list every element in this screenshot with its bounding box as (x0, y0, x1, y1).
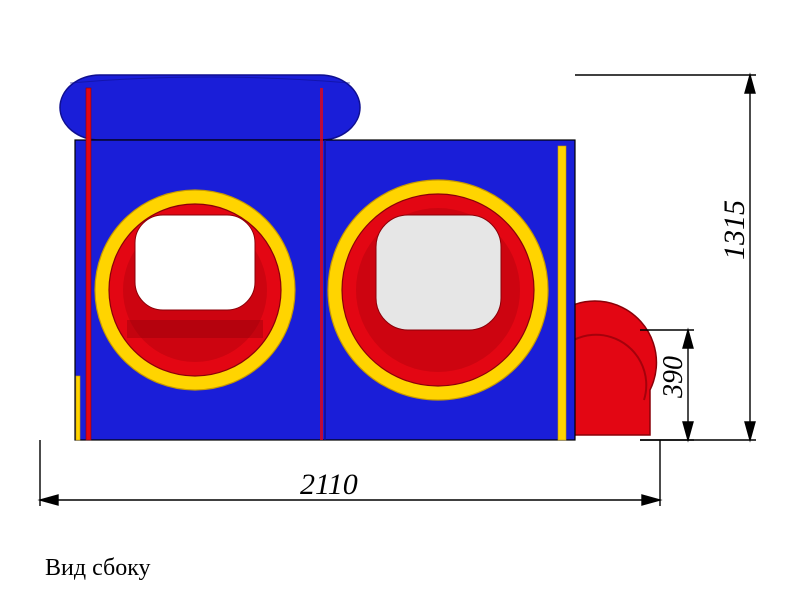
porthole (95, 190, 295, 390)
svg-text:390: 390 (658, 356, 689, 399)
svg-text:2110: 2110 (300, 468, 358, 501)
svg-text:1315: 1315 (718, 200, 751, 260)
playground-object (60, 75, 656, 440)
diagram-stage: 2110 1315 390 (0, 0, 800, 600)
diagram-svg: 2110 1315 390 (0, 0, 800, 600)
porthole (328, 180, 548, 400)
caption-side-view: Вид сбоку (45, 555, 151, 582)
